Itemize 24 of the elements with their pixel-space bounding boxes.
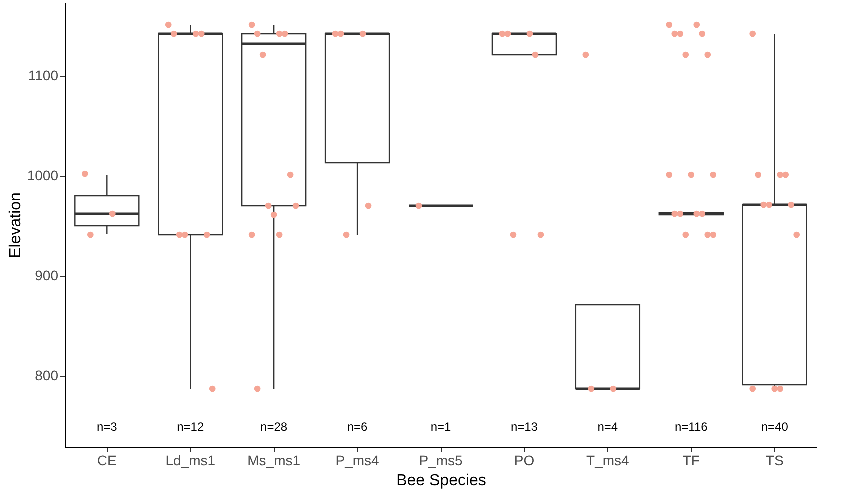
x-tick-label: T_ms4 xyxy=(586,452,630,468)
annotation: n=13 xyxy=(510,420,538,434)
x-tick-label: PO xyxy=(514,452,535,468)
x-tick-label: TS xyxy=(766,452,784,468)
annotation: n=40 xyxy=(761,420,789,434)
annotation: n=6 xyxy=(347,420,368,434)
y-tick-label: 1100 xyxy=(28,68,59,84)
y-axis-title: Elevation xyxy=(7,192,24,258)
y-tick-label: 800 xyxy=(35,368,59,384)
x-tick-label: P_ms4 xyxy=(336,452,380,468)
annotation: n=4 xyxy=(598,420,618,434)
annotation: n=3 xyxy=(96,420,118,434)
x-axis-title: Bee Species xyxy=(396,472,486,490)
y-tick-label: 1000 xyxy=(27,168,59,184)
annotation: n=1 xyxy=(430,420,452,434)
x-tick-label: CE xyxy=(97,452,117,468)
annotation: n=28 xyxy=(260,420,288,434)
x-tick-label: P_ms5 xyxy=(419,452,463,468)
annotation: n=116 xyxy=(674,420,708,434)
x-tick-label: Ld_ms1 xyxy=(166,452,216,468)
annotation: n=12 xyxy=(177,420,204,434)
x-tick-label: TF xyxy=(682,452,700,468)
y-tick-label: 900 xyxy=(35,268,59,284)
x-tick-label: Ms_ms1 xyxy=(248,452,301,468)
